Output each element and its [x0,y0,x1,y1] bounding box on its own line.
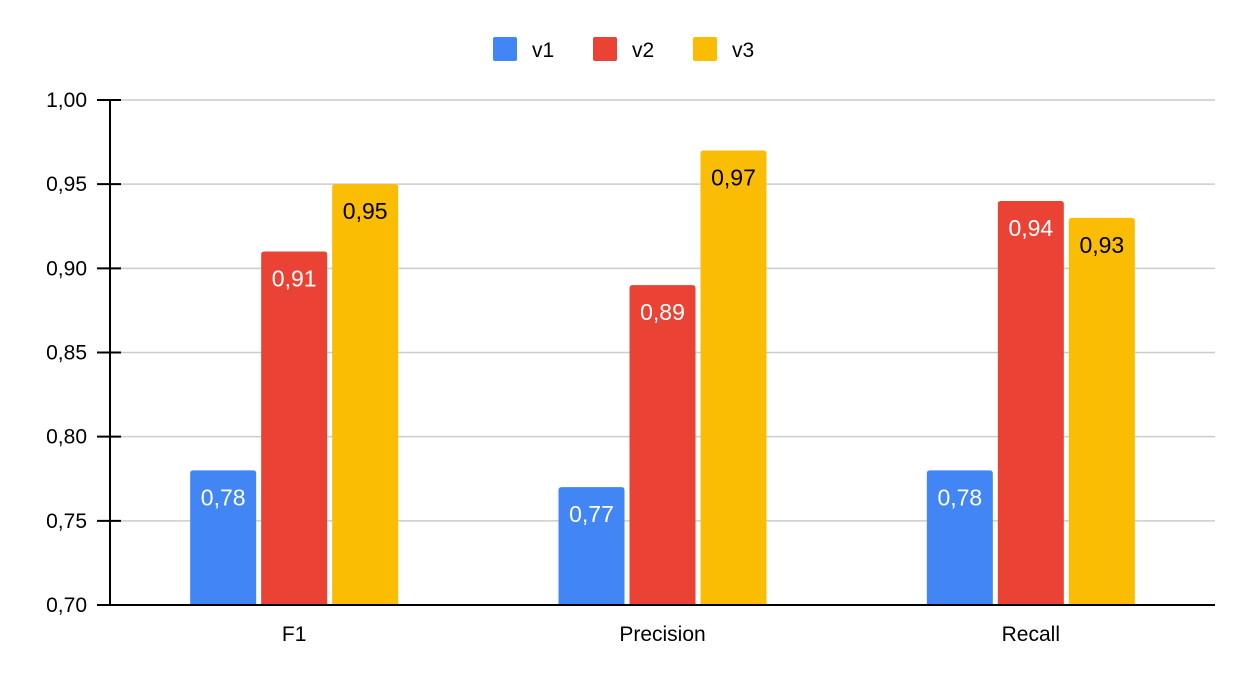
data-label: 0,77 [569,501,614,527]
y-tick-label: 0,80 [46,426,87,449]
bar-v1-recall [926,470,993,605]
data-label: 0,97 [711,165,756,191]
legend-label: v3 [732,39,754,62]
y-tick-label: 0,70 [46,594,87,617]
data-label: 0,95 [343,198,388,224]
legend-swatch-v1 [493,37,517,61]
legend-label: v2 [632,39,654,62]
data-label: 0,93 [1079,232,1124,258]
y-tick-label: 0,95 [46,173,87,196]
bar-v2-precision [629,285,696,605]
x-axis: F1 Precision Recall [110,604,1215,646]
x-tick-label: Precision [619,623,705,646]
bar-v1-f1 [190,470,257,605]
y-tick-label: 1,00 [46,89,87,112]
data-label: 0,94 [1008,215,1053,241]
x-tick-label: F1 [282,623,307,646]
data-label: 0,89 [640,299,685,325]
data-label: 0,91 [272,266,317,292]
bar-v3-precision [700,150,767,605]
legend-label: v1 [532,39,554,62]
legend-swatch-v3 [693,37,717,61]
bar-v1-precision [558,487,625,605]
legend-swatch-v2 [593,37,617,61]
y-tick-label: 0,85 [46,342,87,365]
bars [190,150,1135,606]
y-tick-label: 0,75 [46,510,87,533]
y-axis: 0,70 0,75 0,80 0,85 0,90 0,95 1,00 [46,89,121,617]
data-labels: 0,78 0,91 0,95 0,77 0,89 0,97 0,78 0,94 0,93 [201,165,1124,528]
legend: v1 v2 v3 [493,37,754,62]
bar-v3-f1 [332,184,399,605]
x-tick-label: Recall [1002,623,1060,646]
bar-v3-recall [1068,217,1135,606]
data-label: 0,78 [937,484,982,510]
y-tick-label: 0,90 [46,257,87,280]
bar-v2-recall [997,201,1064,605]
data-label: 0,78 [201,484,246,510]
bar-v2-f1 [261,251,328,605]
